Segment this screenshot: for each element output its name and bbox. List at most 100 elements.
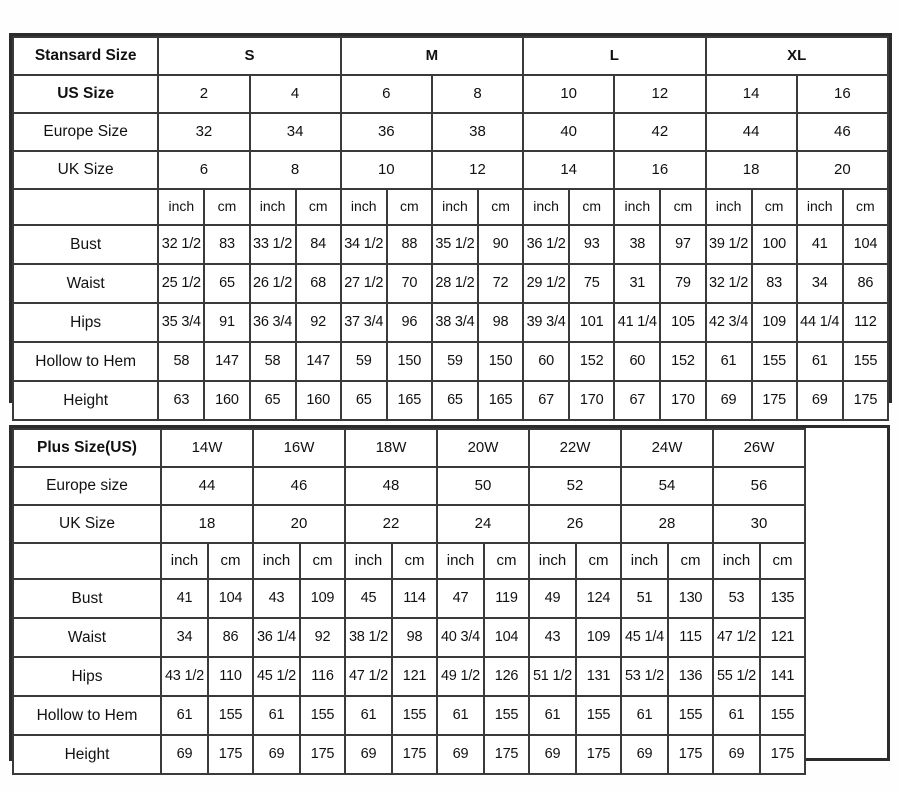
measure-value: 34 1/2 <box>339 224 388 265</box>
measure-value: 41 <box>795 224 844 265</box>
unit-header-cm: cm <box>568 188 616 226</box>
plus-measure-value: 116 <box>299 656 346 697</box>
plus-measure-row: Height 69 175 69 175 69 175 69 175 69 175 69 175 69 17… <box>12 734 806 775</box>
measure-value: 147 <box>203 341 251 382</box>
plus-measure-value: 141 <box>759 656 806 697</box>
plus-measure-value: 175 <box>575 734 622 775</box>
size-value: 40 <box>522 112 616 152</box>
plus-measure-value: 61 <box>344 695 393 736</box>
row-label-europe-size: Europe Size <box>11 112 160 152</box>
plus-size-value: 22 <box>344 504 438 544</box>
measure-value: 91 <box>203 302 251 343</box>
plus-measure-value: 36 1/4 <box>252 617 301 658</box>
plus-measure-value: 49 1/2 <box>436 656 485 697</box>
plus-size-24w: 24W <box>620 428 714 468</box>
plus-measure-value: 155 <box>207 695 254 736</box>
size-value: 20 <box>795 150 890 190</box>
measure-value: 65 <box>339 380 388 421</box>
measure-value: 93 <box>568 224 616 265</box>
measure-value: 165 <box>385 380 433 421</box>
measure-value: 58 <box>157 341 206 382</box>
plus-measure-value: 49 <box>528 578 577 619</box>
measure-value: 36 3/4 <box>248 302 297 343</box>
size-value: 16 <box>795 74 890 114</box>
plus-size-row: Europe size 44 46 48 50 52 54 56 <box>12 466 806 506</box>
standard-size-row: Europe Size 32 34 36 38 40 42 44 46 <box>11 112 890 152</box>
plus-unit-header-inch: inch <box>620 542 669 580</box>
measure-value: 59 <box>339 341 388 382</box>
measure-value: 28 1/2 <box>430 263 479 304</box>
measure-value: 160 <box>203 380 251 421</box>
row-label-us-size: US Size <box>11 74 160 114</box>
plus-measure-value: 45 1/2 <box>252 656 301 697</box>
plus-measure-value: 69 <box>160 734 209 775</box>
size-value: 14 <box>522 150 616 190</box>
measure-value: 67 <box>522 380 571 421</box>
unit-header-cm: cm <box>385 188 433 226</box>
plus-measure-value: 104 <box>207 578 254 619</box>
plus-size-value: 50 <box>436 466 530 506</box>
standard-size-row: UK Size 6 8 10 12 14 16 18 20 <box>11 150 890 190</box>
plus-size-value: 20 <box>252 504 346 544</box>
measure-value: 69 <box>795 380 844 421</box>
plus-measure-value: 110 <box>207 656 254 697</box>
plus-measure-value: 155 <box>575 695 622 736</box>
measure-value: 41 1/4 <box>613 302 662 343</box>
measure-value: 65 <box>430 380 479 421</box>
plus-measure-value: 121 <box>759 617 806 658</box>
plus-unit-header-inch: inch <box>160 542 209 580</box>
measure-value: 150 <box>476 341 525 382</box>
plus-measure-value: 175 <box>299 734 346 775</box>
unit-header-inch: inch <box>522 188 571 226</box>
plus-measure-value: 98 <box>391 617 438 658</box>
size-group-s: S <box>157 36 342 76</box>
measure-value: 175 <box>841 380 890 421</box>
measure-value: 70 <box>385 263 433 304</box>
unit-header-cm: cm <box>841 188 890 226</box>
plus-measure-value: 51 1/2 <box>528 656 577 697</box>
plus-measure-value: 38 1/2 <box>344 617 393 658</box>
plus-unit-header-inch: inch <box>712 542 761 580</box>
plus-measure-value: 115 <box>667 617 714 658</box>
measure-value: 79 <box>659 263 707 304</box>
plus-size-table-container: Plus Size(US) 14W 16W 18W 20W 22W 24W 26W Europe… <box>9 425 890 775</box>
plus-measure-value: 136 <box>667 656 714 697</box>
plus-measure-value: 155 <box>299 695 346 736</box>
standard-size-table-container: Stansard Size S M L XL US Size 2 4 6 8 10 12 14 16 Eur… <box>9 33 892 421</box>
plus-measure-value: 69 <box>252 734 301 775</box>
unit-header-cm: cm <box>294 188 342 226</box>
size-group-m: M <box>339 36 525 76</box>
size-group-l: L <box>522 36 707 76</box>
plus-measure-value: 69 <box>436 734 485 775</box>
plus-measure-value: 155 <box>391 695 438 736</box>
plus-measure-value: 61 <box>436 695 485 736</box>
size-group-xl: XL <box>704 36 889 76</box>
plus-size-20w: 20W <box>436 428 530 468</box>
measure-value: 59 <box>430 341 479 382</box>
plus-measure-value: 51 <box>620 578 669 619</box>
plus-size-18w: 18W <box>344 428 438 468</box>
plus-size-value: 18 <box>160 504 254 544</box>
size-value: 6 <box>339 74 433 114</box>
plus-measure-value: 61 <box>620 695 669 736</box>
unit-header-cm: cm <box>203 188 251 226</box>
measure-value: 36 1/2 <box>522 224 571 265</box>
measure-value: 34 <box>795 263 844 304</box>
plus-measure-value: 155 <box>483 695 530 736</box>
measure-value: 72 <box>476 263 525 304</box>
measure-value: 109 <box>750 302 798 343</box>
plus-measure-value: 61 <box>528 695 577 736</box>
plus-unit-header-cm: cm <box>207 542 254 580</box>
measure-value: 60 <box>613 341 662 382</box>
measure-value: 147 <box>294 341 342 382</box>
unit-header-inch: inch <box>248 188 297 226</box>
plus-size-value: 56 <box>712 466 806 506</box>
measure-label-hips: Hips <box>11 302 160 343</box>
plus-size-value: 48 <box>344 466 438 506</box>
measure-value: 44 1/4 <box>795 302 844 343</box>
plus-measure-row: Bust 41 104 43 109 45 114 47 119 49 124 51 130 53 135 <box>12 578 806 619</box>
measure-value: 38 3/4 <box>430 302 479 343</box>
size-value: 44 <box>704 112 798 152</box>
plus-unit-header-cm: cm <box>759 542 806 580</box>
standard-unit-row: inch cm inch cm inch cm inch cm inch cm inch cm inch… <box>11 188 890 226</box>
